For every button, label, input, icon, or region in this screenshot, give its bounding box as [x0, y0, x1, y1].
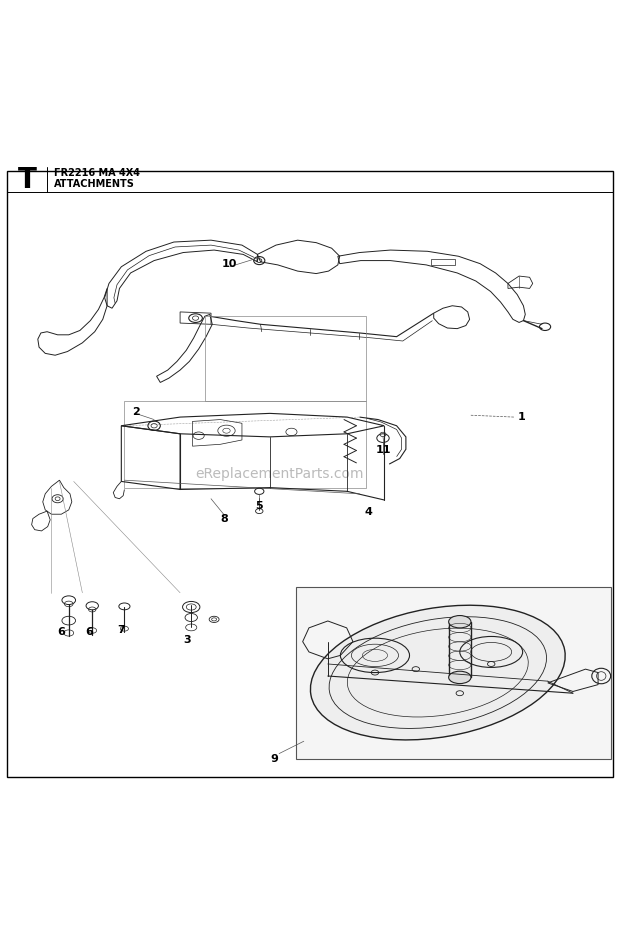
- Text: 9: 9: [270, 754, 278, 763]
- Text: 6: 6: [85, 627, 93, 637]
- Text: 8: 8: [221, 514, 229, 523]
- Text: eReplacementParts.com: eReplacementParts.com: [195, 467, 363, 481]
- Text: 6: 6: [58, 627, 65, 637]
- Text: 5: 5: [255, 501, 263, 511]
- Text: 3: 3: [184, 635, 192, 645]
- Ellipse shape: [62, 596, 76, 605]
- Ellipse shape: [86, 602, 99, 610]
- Text: T: T: [18, 166, 37, 193]
- Ellipse shape: [311, 605, 565, 739]
- Text: 2: 2: [131, 407, 140, 417]
- Bar: [296, 587, 611, 758]
- Ellipse shape: [449, 671, 471, 684]
- Text: 1: 1: [518, 412, 525, 422]
- Text: 11: 11: [375, 446, 391, 455]
- Text: FR2216 MA 4X4: FR2216 MA 4X4: [54, 169, 140, 178]
- Ellipse shape: [449, 615, 471, 628]
- Text: 4: 4: [365, 507, 373, 518]
- Text: 7: 7: [117, 625, 125, 635]
- Text: 10: 10: [222, 259, 237, 268]
- Text: ATTACHMENTS: ATTACHMENTS: [54, 179, 135, 190]
